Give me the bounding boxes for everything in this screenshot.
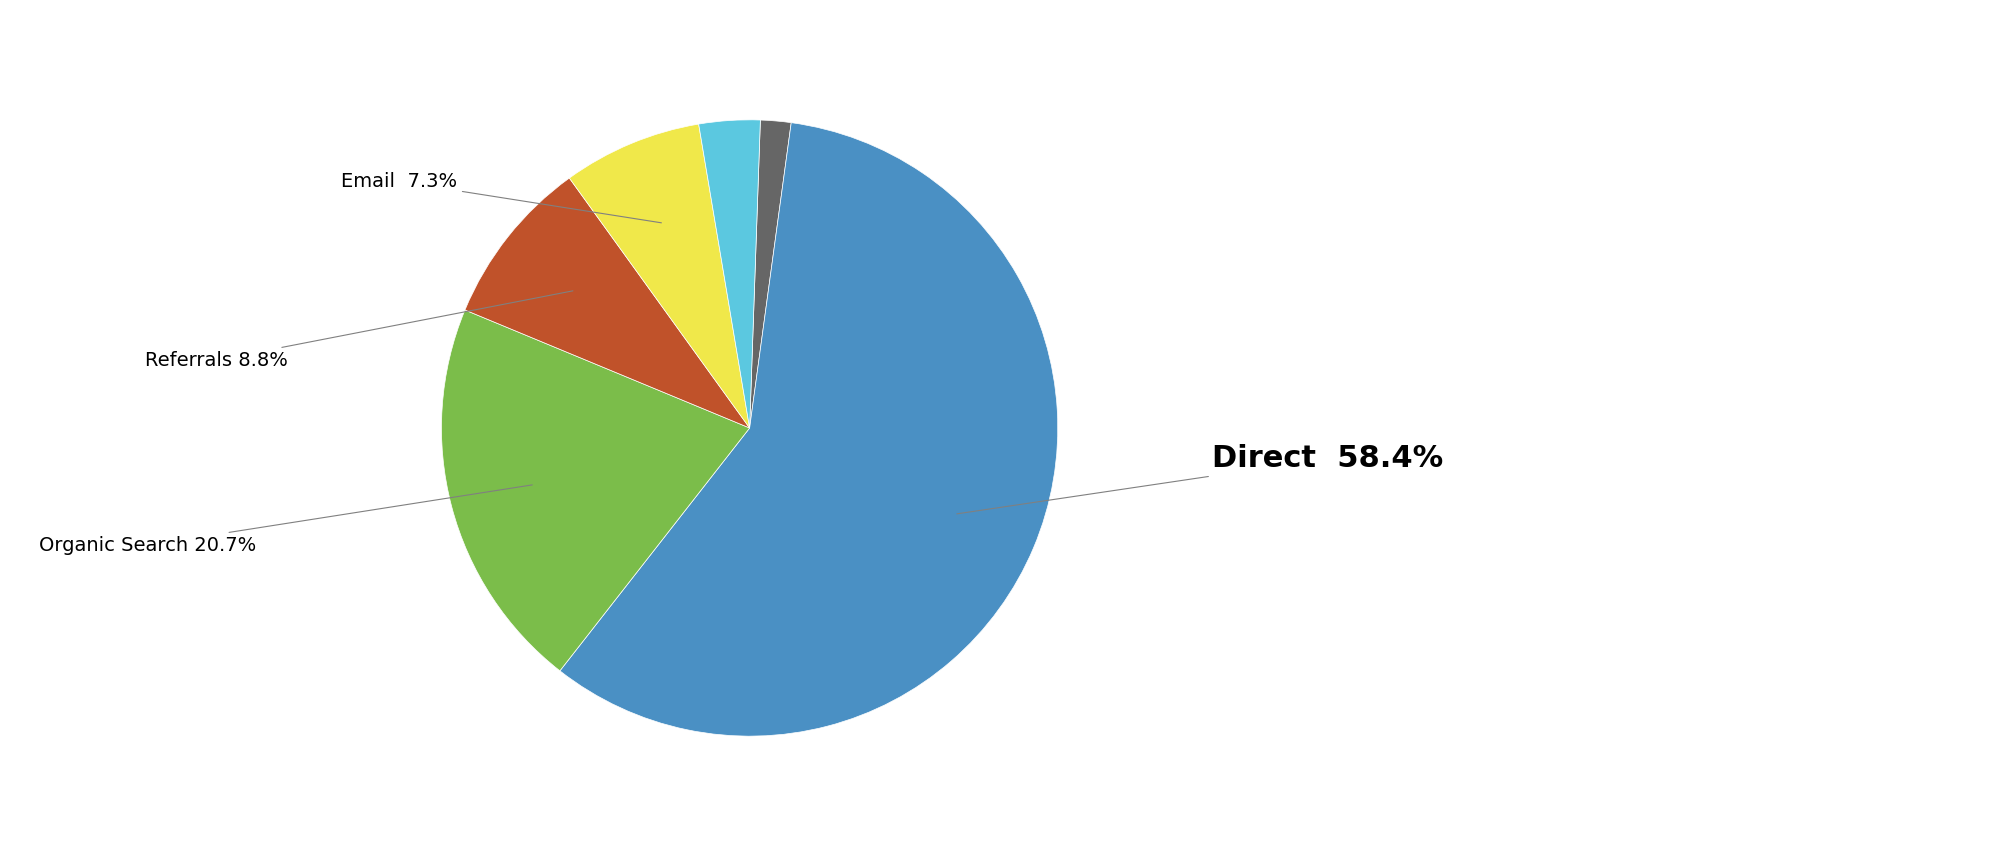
Wedge shape	[699, 120, 759, 428]
Wedge shape	[442, 310, 749, 671]
Text: Direct  58.4%: Direct 58.4%	[957, 444, 1443, 514]
Wedge shape	[569, 124, 749, 428]
Text: Referrals 8.8%: Referrals 8.8%	[144, 291, 573, 370]
Text: Organic Search 20.7%: Organic Search 20.7%	[40, 484, 531, 555]
Wedge shape	[559, 122, 1057, 736]
Wedge shape	[466, 178, 749, 428]
Wedge shape	[749, 120, 791, 428]
Text: Email  7.3%: Email 7.3%	[340, 172, 661, 223]
